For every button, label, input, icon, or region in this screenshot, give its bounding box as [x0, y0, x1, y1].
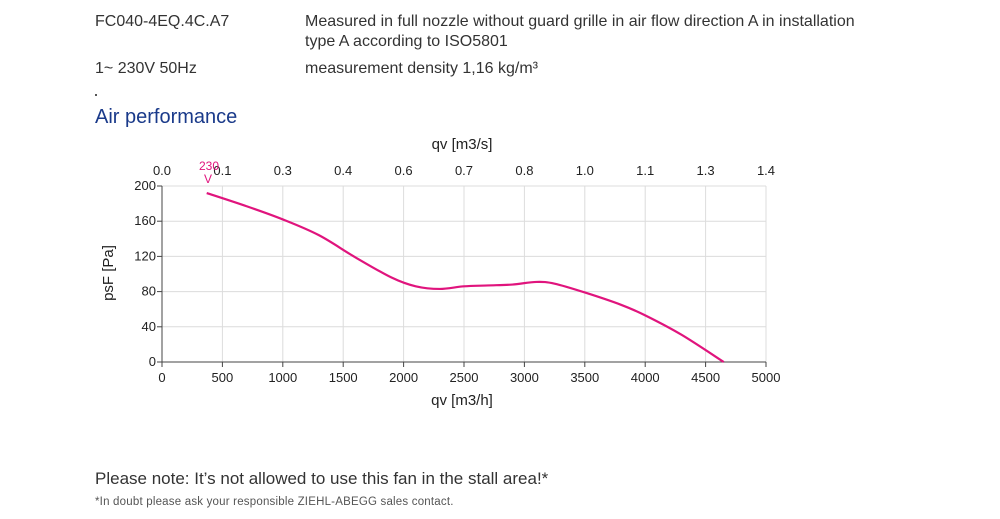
x-tick-label: 500 — [212, 370, 234, 385]
x2-tick-label: 0.0 — [153, 163, 171, 178]
y-tick-label: 120 — [134, 248, 156, 263]
curve-voltage-label: 230 — [199, 159, 219, 173]
performance-curve — [206, 191, 725, 363]
x-tick-label: 1500 — [329, 370, 358, 385]
y-tick-label: 80 — [142, 284, 156, 299]
x-tick-label: 3000 — [510, 370, 539, 385]
x-axis-label: qv [m3/h] — [431, 392, 493, 409]
measurement-line-1: Measured in full nozzle without guard gr… — [305, 13, 855, 30]
x-tick-label: 3500 — [570, 370, 599, 385]
stall-warning-note: Please note: It’s not allowed to use thi… — [95, 469, 549, 488]
x-tick-label: 5000 — [752, 370, 781, 385]
x2-tick-label: 0.8 — [515, 163, 533, 178]
measurement-description: Measured in full nozzle without guard gr… — [305, 12, 855, 52]
model-number: FC040-4EQ.4C.A7 — [95, 13, 230, 30]
x-tick-label: 0 — [158, 370, 165, 385]
x-tick-label: 2500 — [450, 370, 479, 385]
x2-tick-label: 0.3 — [274, 163, 292, 178]
measurement-line-2: type A according to ISO5801 — [305, 33, 508, 50]
x2-tick-label: 0.6 — [395, 163, 413, 178]
x2-tick-label: 0.7 — [455, 163, 473, 178]
x2-tick-label: 1.3 — [697, 163, 715, 178]
sales-contact-footnote: *In doubt please ask your responsible ZI… — [95, 496, 454, 508]
y-tick-label: 40 — [142, 319, 156, 334]
x2-axis-label: qv [m3/s] — [432, 136, 493, 153]
x-tick-label: 2000 — [389, 370, 418, 385]
bullet-dot — [95, 94, 97, 96]
y-axis-label: psF [Pa] — [100, 245, 117, 301]
y-tick-label: 200 — [134, 178, 156, 193]
x-tick-label: 1000 — [268, 370, 297, 385]
y-tick-label: 160 — [134, 213, 156, 228]
measurement-density: measurement density 1,16 kg/m³ — [305, 60, 538, 77]
x2-tick-label: 1.0 — [576, 163, 594, 178]
x2-tick-label: 0.1 — [213, 163, 231, 178]
power-supply: 1~ 230V 50Hz — [95, 60, 197, 77]
x2-tick-label: 0.4 — [334, 163, 352, 178]
x-tick-label: 4500 — [691, 370, 720, 385]
x2-tick-label: 1.1 — [636, 163, 654, 178]
x2-tick-label: 1.4 — [757, 163, 775, 178]
section-title: Air performance — [95, 106, 238, 128]
y-tick-label: 0 — [149, 354, 156, 369]
chart-grid — [162, 185, 767, 362]
chart-series — [206, 191, 725, 363]
curve-voltage-unit: V — [204, 172, 212, 186]
x-tick-label: 4000 — [631, 370, 660, 385]
chart-ticks: 0 500 1000 1500 2000 2500 3000 3500 4000 4500 5000… — [134, 163, 780, 385]
